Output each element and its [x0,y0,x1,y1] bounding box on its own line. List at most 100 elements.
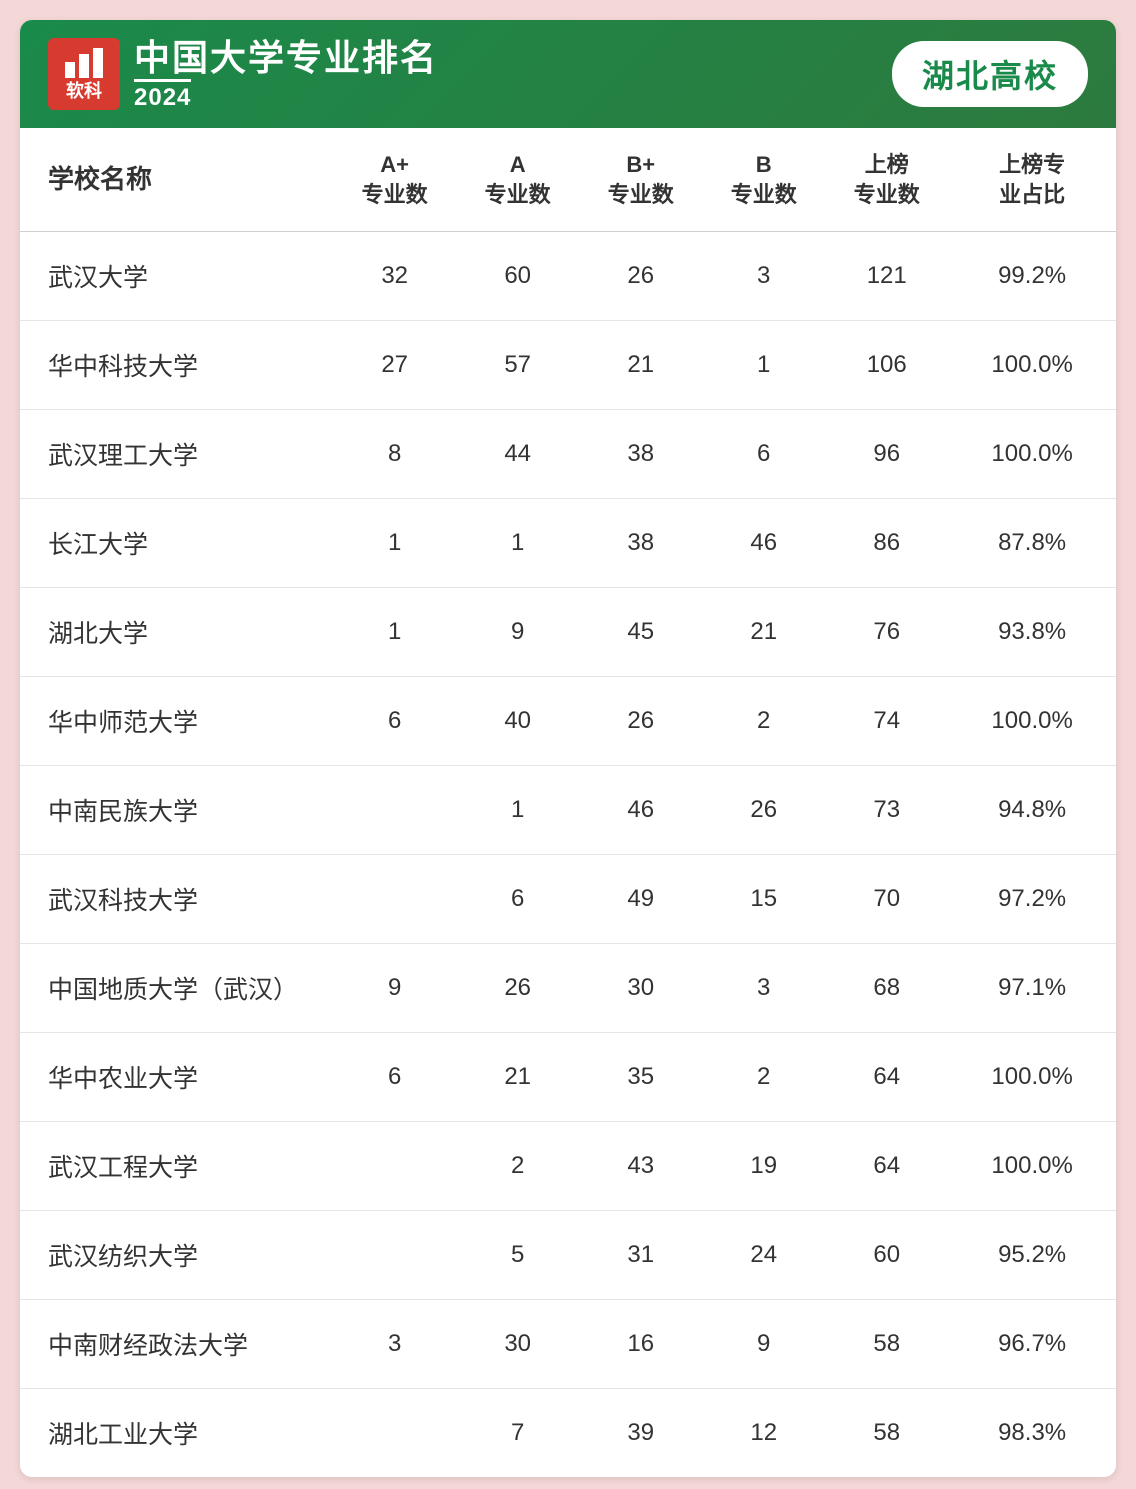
ranking-table: 学校名称A+专业数A专业数B+专业数B专业数上榜专业数上榜专业占比 武汉大学32… [20,128,1116,1477]
cell-a_plus: 1 [333,588,456,677]
cell-pct: 100.0% [948,677,1116,766]
cell-listed: 58 [825,1300,948,1389]
cell-a_plus: 6 [333,1033,456,1122]
title-year: 2024 [134,79,191,112]
cell-a: 6 [456,855,579,944]
col-header-pct: 上榜专业占比 [948,128,1116,232]
cell-pct: 98.3% [948,1389,1116,1478]
cell-a_plus: 3 [333,1300,456,1389]
col-header-name: 学校名称 [20,128,333,232]
col-header-a_plus: A+专业数 [333,128,456,232]
cell-b: 3 [702,944,825,1033]
table-row: 中南民族大学146267394.8% [20,766,1116,855]
cell-pct: 94.8% [948,766,1116,855]
cell-listed: 86 [825,499,948,588]
cell-listed: 64 [825,1122,948,1211]
cell-pct: 87.8% [948,499,1116,588]
col-header-b: B专业数 [702,128,825,232]
cell-listed: 106 [825,321,948,410]
cell-name: 华中科技大学 [20,321,333,410]
cell-listed: 96 [825,410,948,499]
cell-b: 19 [702,1122,825,1211]
table-row: 长江大学1138468687.8% [20,499,1116,588]
cell-a_plus [333,855,456,944]
cell-b: 2 [702,677,825,766]
cell-name: 中国地质大学（武汉） [20,944,333,1033]
table-row: 武汉纺织大学 531246095.2% [20,1211,1116,1300]
cell-b_plus: 31 [579,1211,702,1300]
col-header-listed: 上榜专业数 [825,128,948,232]
title-block: 中国大学专业排名 2024 [134,36,438,112]
cell-b: 12 [702,1389,825,1478]
cell-listed: 64 [825,1033,948,1122]
cell-a_plus: 9 [333,944,456,1033]
table-row: 湖北大学1945217693.8% [20,588,1116,677]
cell-b_plus: 35 [579,1033,702,1122]
cell-b_plus: 30 [579,944,702,1033]
cell-name: 湖北工业大学 [20,1389,333,1478]
cell-pct: 95.2% [948,1211,1116,1300]
cell-a: 60 [456,232,579,321]
cell-pct: 99.2% [948,232,1116,321]
cell-b_plus: 38 [579,410,702,499]
cell-name: 湖北大学 [20,588,333,677]
cell-pct: 100.0% [948,1033,1116,1122]
cell-a: 57 [456,321,579,410]
cell-b: 24 [702,1211,825,1300]
cell-pct: 96.7% [948,1300,1116,1389]
cell-a: 1 [456,499,579,588]
cell-listed: 73 [825,766,948,855]
cell-a: 7 [456,1389,579,1478]
cell-a: 26 [456,944,579,1033]
ranking-card: 软科 中国大学专业排名 2024 湖北高校 学校名称A+专业数A专业数B+专业数… [20,20,1116,1477]
cell-a: 9 [456,588,579,677]
cell-b: 46 [702,499,825,588]
cell-a: 5 [456,1211,579,1300]
cell-b_plus: 26 [579,232,702,321]
cell-b_plus: 21 [579,321,702,410]
cell-b: 9 [702,1300,825,1389]
cell-b_plus: 46 [579,766,702,855]
cell-listed: 70 [825,855,948,944]
cell-pct: 100.0% [948,1122,1116,1211]
cell-b: 21 [702,588,825,677]
cell-pct: 100.0% [948,321,1116,410]
cell-b_plus: 26 [579,677,702,766]
page-title: 中国大学专业排名 [134,36,438,79]
bar-chart-icon [65,48,103,78]
cell-b_plus: 49 [579,855,702,944]
cell-b: 26 [702,766,825,855]
cell-b: 15 [702,855,825,944]
cell-name: 长江大学 [20,499,333,588]
cell-name: 武汉纺织大学 [20,1211,333,1300]
cell-listed: 68 [825,944,948,1033]
cell-b: 3 [702,232,825,321]
cell-b_plus: 16 [579,1300,702,1389]
cell-listed: 58 [825,1389,948,1478]
cell-a_plus [333,766,456,855]
cell-listed: 74 [825,677,948,766]
logo-text: 软科 [66,82,102,100]
table-row: 中南财经政法大学3301695896.7% [20,1300,1116,1389]
cell-pct: 97.1% [948,944,1116,1033]
cell-a_plus: 32 [333,232,456,321]
cell-listed: 76 [825,588,948,677]
cell-a_plus [333,1122,456,1211]
cell-a_plus: 6 [333,677,456,766]
cell-name: 华中师范大学 [20,677,333,766]
cell-name: 华中农业大学 [20,1033,333,1122]
cell-pct: 97.2% [948,855,1116,944]
cell-a: 44 [456,410,579,499]
cell-a_plus [333,1211,456,1300]
cell-a: 21 [456,1033,579,1122]
region-badge: 湖北高校 [892,41,1088,107]
cell-listed: 60 [825,1211,948,1300]
table-body: 武汉大学326026312199.2%华中科技大学2757211106100.0… [20,232,1116,1478]
cell-pct: 93.8% [948,588,1116,677]
cell-name: 武汉科技大学 [20,855,333,944]
table-row: 武汉科技大学 649157097.2% [20,855,1116,944]
col-header-b_plus: B+专业数 [579,128,702,232]
cell-a: 2 [456,1122,579,1211]
table-row: 武汉理工大学84438696100.0% [20,410,1116,499]
cell-a_plus: 8 [333,410,456,499]
